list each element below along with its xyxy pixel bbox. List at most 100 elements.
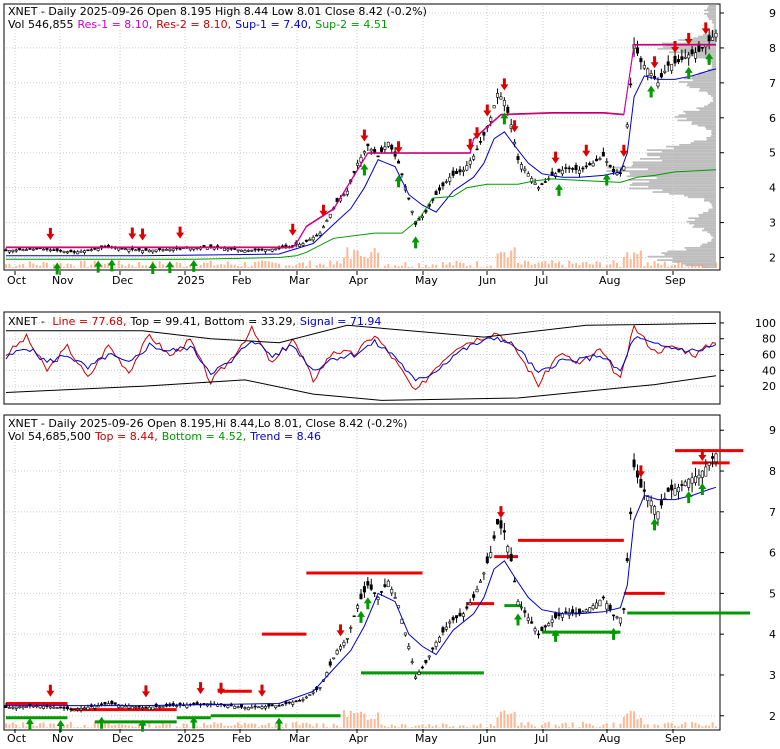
volume-profile-bar (692, 121, 716, 123)
volume-bar (302, 262, 304, 268)
candle-body (152, 250, 154, 252)
volume-profile-bar (640, 158, 716, 160)
candle-body (360, 594, 362, 599)
volume-bar (295, 265, 297, 268)
volume-profile-bar (664, 254, 716, 256)
volume-bar (63, 726, 65, 728)
volume-bar (695, 723, 697, 728)
x-tick-label: Dec (112, 274, 133, 287)
x-tick-label: Mar (289, 274, 310, 287)
candle-body (684, 482, 686, 486)
candle-body (227, 249, 229, 250)
candle-body (493, 536, 495, 539)
volume-profile-bar (707, 92, 716, 94)
candle-body (452, 171, 454, 175)
volume-bar (380, 725, 382, 728)
volume-bar (237, 266, 239, 268)
volume-bar (353, 713, 355, 728)
candle-body (66, 252, 68, 253)
candle-body (329, 214, 331, 217)
candle-body (609, 165, 611, 166)
candle-body (145, 248, 147, 250)
volume-bar (217, 265, 219, 268)
top-legend-entry: Res-2 = 8.10, (156, 18, 231, 31)
candle-body (124, 249, 126, 250)
volume-bar (568, 261, 570, 268)
volume-bar (12, 267, 14, 268)
middle-legend-entry: Signal = 71.94 (300, 315, 382, 328)
volume-bar (582, 722, 584, 728)
volume-bar (213, 265, 215, 268)
volume-profile-bar (695, 219, 716, 221)
volume-bar (418, 725, 420, 728)
bottom-title: XNET - Daily 2025-09-26 Open 8.195,Hi 8.… (8, 417, 407, 430)
volume-bar (452, 265, 454, 268)
volume-bar (8, 724, 10, 728)
volume-bar (46, 263, 48, 268)
volume-profile-bar (699, 90, 716, 92)
x-tick-label: Jun (478, 274, 496, 287)
candle-body (32, 706, 34, 707)
candle-body (616, 617, 618, 618)
candle-body (46, 248, 48, 249)
volume-profile-bar (673, 258, 716, 260)
volume-profile-bar (686, 85, 716, 87)
candle-body (418, 672, 420, 674)
volume-bar (561, 723, 563, 728)
candle-body (571, 610, 573, 613)
volume-bar (548, 722, 550, 728)
candle-body (288, 702, 290, 703)
candle-body (76, 709, 78, 710)
volume-bar (456, 261, 458, 268)
candle-body (343, 642, 345, 645)
candle-body (527, 174, 529, 177)
candle-body (606, 604, 608, 609)
candle-body (274, 249, 276, 250)
candle-body (257, 707, 259, 708)
candle-body (70, 709, 72, 710)
volume-bar (49, 267, 51, 268)
candle-body (271, 705, 273, 706)
candle-body (527, 618, 529, 621)
x-tick-label: Feb (232, 732, 251, 745)
candle-body (449, 177, 451, 181)
volume-profile-bar (699, 216, 716, 218)
volume-bar (671, 723, 673, 728)
top-legend-entry: Sup-1 = 7.40, (235, 18, 311, 31)
volume-bar (544, 723, 546, 728)
x-tick-label: 2025 (177, 274, 205, 287)
volume-bar (561, 265, 563, 268)
candle-body (380, 591, 382, 592)
volume-bar (275, 263, 277, 268)
volume-bar (705, 265, 707, 268)
candle-body (339, 646, 341, 649)
volume-profile-bar (707, 8, 716, 10)
volume-bar (411, 727, 413, 728)
volume-profile-bar (707, 15, 716, 17)
candle-body (537, 188, 539, 189)
volume-bar (322, 723, 324, 728)
volume-profile-bar (709, 18, 716, 20)
volume-bar (66, 264, 68, 268)
volume-bar (15, 725, 17, 728)
volume-bar (469, 727, 471, 728)
candle-body (377, 156, 379, 157)
volume-bar (715, 727, 717, 728)
volume-bar (268, 723, 270, 728)
x-tick-label: Nov (52, 274, 74, 287)
candle-body (585, 166, 587, 167)
candle-body (500, 97, 502, 99)
volume-profile-bar (662, 160, 716, 162)
volume-bar (681, 724, 683, 728)
candle-body (25, 249, 27, 250)
volume-bar (558, 727, 560, 728)
volume-bar (319, 263, 321, 268)
candle-body (59, 250, 61, 251)
candle-body (643, 490, 645, 492)
volume-profile-bar (709, 4, 716, 6)
candle-body (322, 227, 324, 228)
volume-bar (165, 724, 167, 728)
candle-body (155, 250, 157, 252)
x-tick-label: Jun (478, 732, 496, 745)
candle-body (401, 174, 403, 175)
